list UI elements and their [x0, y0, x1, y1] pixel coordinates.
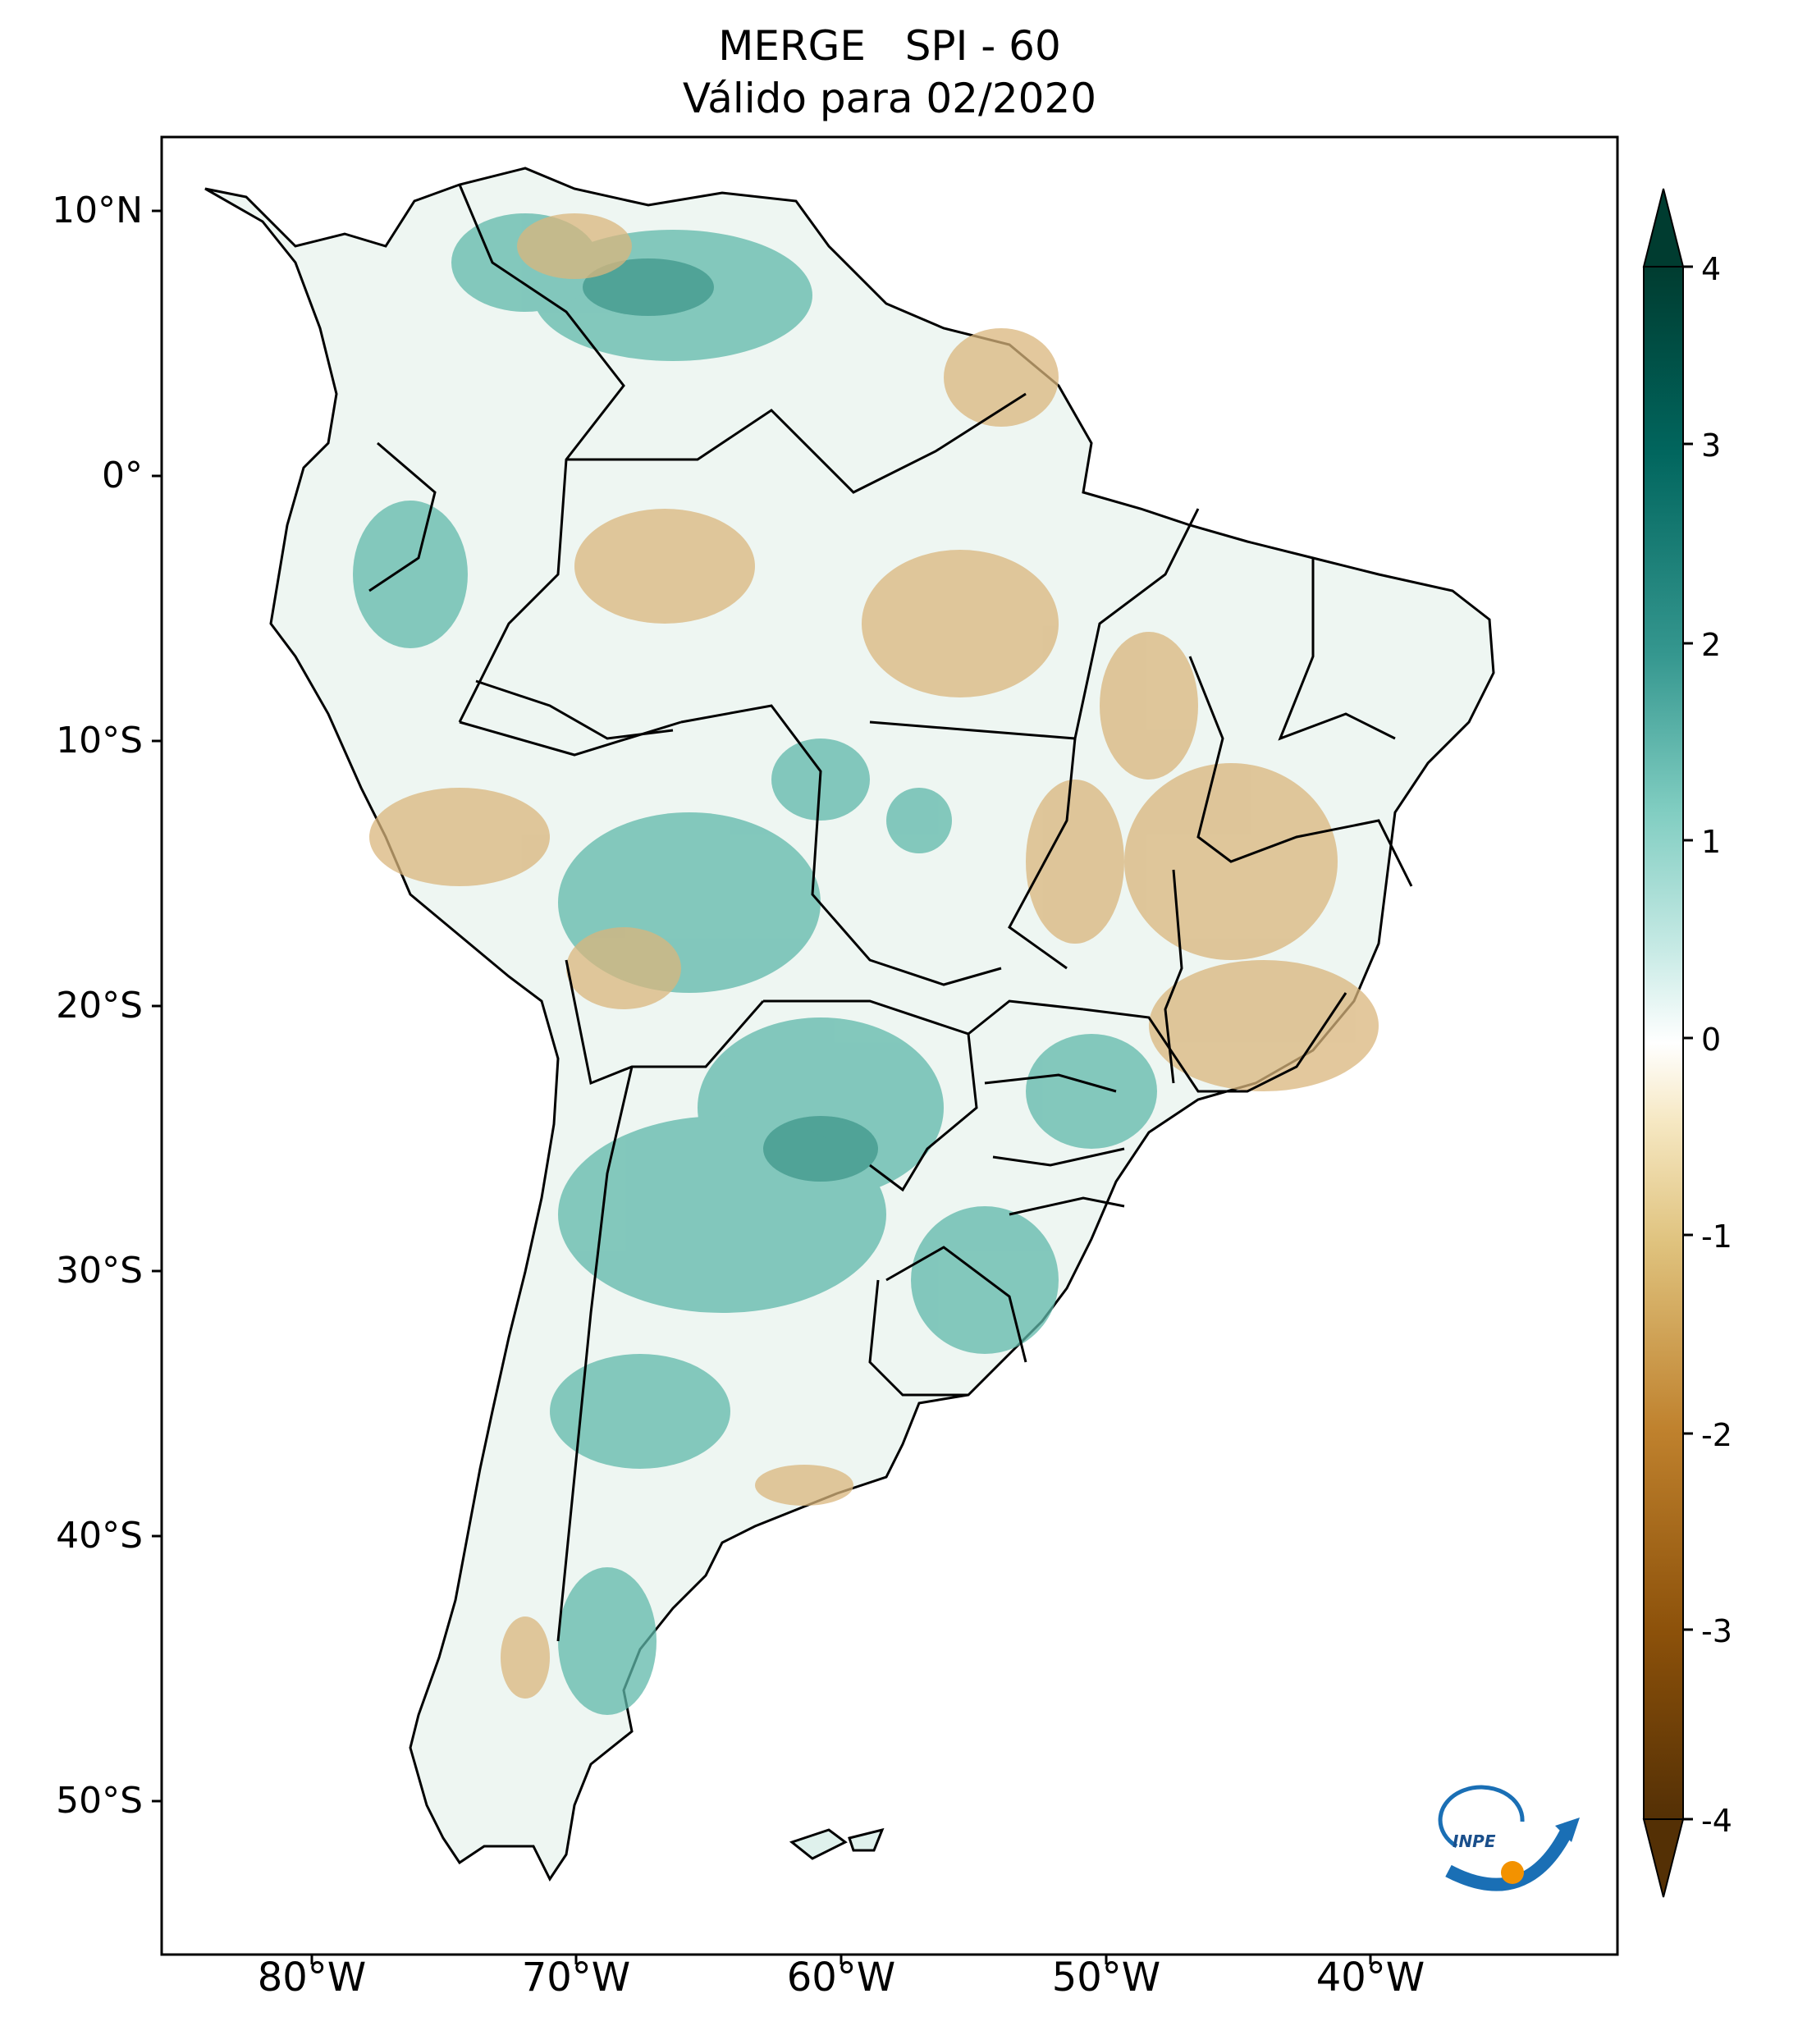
colorbar-tick-label: 2 [1701, 627, 1722, 663]
colorbar-tick-label: -3 [1701, 1613, 1732, 1649]
falkland-islands [789, 1827, 885, 1860]
colorbar-tick-label: -1 [1701, 1219, 1732, 1255]
lat-tick-label: 40°S [56, 1515, 143, 1557]
colorbar-ticks [1683, 265, 1693, 1821]
lon-tick-label: 50°W [1051, 1955, 1161, 2001]
strong-wet-areas [583, 258, 878, 1182]
colorbar-tick-label: 0 [1701, 1022, 1722, 1058]
lon-tick-label: 80°W [257, 1955, 367, 2001]
colorbar-extend-max [1642, 188, 1685, 268]
colorbar-gradient [1643, 266, 1684, 1820]
dry-anomaly-areas [369, 213, 1379, 1699]
map-title: MERGE SPI - 60 [718, 22, 1061, 70]
map-subtitle: Válido para 02/2020 [682, 75, 1097, 122]
lon-tick-label: 70°W [521, 1955, 631, 2001]
colorbar-tick-label: -2 [1701, 1417, 1732, 1453]
lat-tick-label: 20°S [56, 985, 143, 1027]
lon-tick-label: 40°W [1315, 1955, 1425, 2001]
lat-tick-label: 10°S [56, 720, 143, 761]
inpe-logo-graphic [1438, 1785, 1580, 1891]
lat-tick-label: 50°S [56, 1780, 143, 1822]
colorbar-tick-label: -4 [1701, 1803, 1732, 1839]
colorbar-tick-label: 1 [1701, 824, 1722, 860]
lon-tick-label: 60°W [786, 1955, 896, 2001]
colorbar-extend-min [1642, 1818, 1685, 1898]
colorbar [1642, 188, 1693, 1898]
lat-tick-label: 30°S [56, 1250, 143, 1292]
colorbar-tick-label: 3 [1701, 428, 1722, 464]
lat-tick-label: 0° [102, 455, 143, 496]
axis-ticks [152, 209, 1372, 1964]
country-state-borders [368, 184, 1413, 1642]
lat-tick-label: 10°N [52, 190, 143, 231]
colorbar-tick-label: 4 [1701, 251, 1722, 287]
inpe-logo-text: INPE [1453, 1831, 1496, 1851]
